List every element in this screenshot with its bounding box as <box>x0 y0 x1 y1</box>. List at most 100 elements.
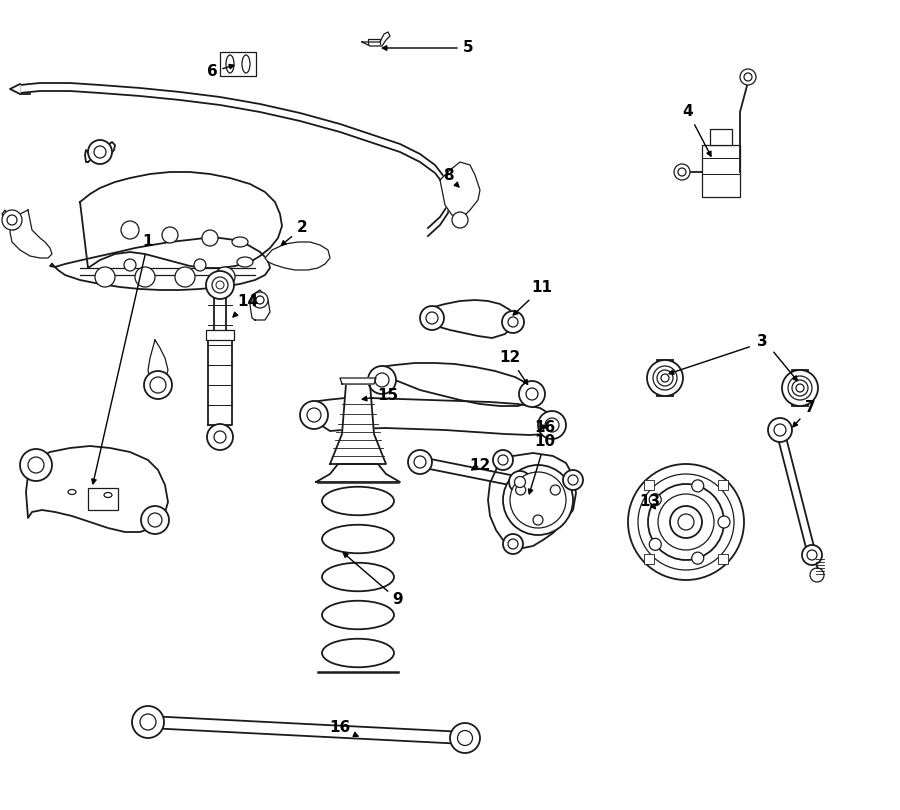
Circle shape <box>509 471 531 493</box>
Polygon shape <box>440 162 480 218</box>
Ellipse shape <box>226 55 234 73</box>
Circle shape <box>132 706 164 738</box>
Circle shape <box>452 212 468 228</box>
Text: 15: 15 <box>363 387 399 403</box>
Text: 7: 7 <box>793 400 815 427</box>
FancyBboxPatch shape <box>718 480 728 490</box>
Text: 3: 3 <box>757 335 768 349</box>
Circle shape <box>550 485 561 495</box>
Polygon shape <box>2 210 18 230</box>
Circle shape <box>502 311 524 333</box>
Circle shape <box>768 418 792 442</box>
Circle shape <box>796 384 804 392</box>
Text: 1: 1 <box>92 235 153 484</box>
Circle shape <box>563 470 583 490</box>
Circle shape <box>628 464 744 580</box>
Circle shape <box>508 317 518 327</box>
Ellipse shape <box>232 237 248 247</box>
Text: 2: 2 <box>282 220 308 245</box>
Text: 8: 8 <box>443 168 459 187</box>
Polygon shape <box>330 384 386 464</box>
Ellipse shape <box>68 489 76 494</box>
Circle shape <box>661 374 669 382</box>
Circle shape <box>194 259 206 271</box>
Text: 10: 10 <box>528 434 555 494</box>
Polygon shape <box>80 172 282 268</box>
Circle shape <box>568 475 578 485</box>
Circle shape <box>802 545 822 565</box>
Polygon shape <box>26 446 168 532</box>
Polygon shape <box>10 84 20 94</box>
FancyBboxPatch shape <box>792 370 808 406</box>
Circle shape <box>515 476 526 488</box>
Circle shape <box>510 472 566 528</box>
Polygon shape <box>214 290 226 335</box>
Circle shape <box>647 360 683 396</box>
Circle shape <box>252 292 268 308</box>
Circle shape <box>692 480 704 492</box>
Polygon shape <box>148 716 465 744</box>
Circle shape <box>375 373 389 387</box>
Circle shape <box>782 370 818 406</box>
Polygon shape <box>50 238 270 290</box>
Circle shape <box>368 366 396 394</box>
Circle shape <box>135 267 155 287</box>
Circle shape <box>740 69 756 85</box>
Circle shape <box>744 73 752 81</box>
FancyBboxPatch shape <box>644 480 654 490</box>
Circle shape <box>648 484 724 560</box>
FancyBboxPatch shape <box>657 360 673 396</box>
Circle shape <box>674 164 690 180</box>
FancyBboxPatch shape <box>206 330 234 340</box>
Text: 5: 5 <box>382 40 473 56</box>
Polygon shape <box>419 457 521 487</box>
Text: 14: 14 <box>233 295 258 317</box>
Circle shape <box>692 552 704 564</box>
Polygon shape <box>250 290 270 320</box>
Ellipse shape <box>322 487 394 515</box>
Circle shape <box>658 494 714 550</box>
Ellipse shape <box>322 563 394 591</box>
Text: 12: 12 <box>470 458 490 472</box>
Circle shape <box>498 455 508 465</box>
Polygon shape <box>430 300 515 338</box>
Circle shape <box>414 456 426 468</box>
Polygon shape <box>362 32 390 46</box>
Circle shape <box>175 267 195 287</box>
Text: 6: 6 <box>207 65 234 79</box>
Circle shape <box>150 377 166 393</box>
Circle shape <box>653 366 677 390</box>
Circle shape <box>810 568 824 582</box>
Circle shape <box>148 513 162 527</box>
Polygon shape <box>10 210 52 258</box>
Circle shape <box>503 534 523 554</box>
Text: 9: 9 <box>343 553 403 608</box>
Ellipse shape <box>104 492 112 497</box>
Text: 11: 11 <box>513 280 553 315</box>
Polygon shape <box>312 398 556 435</box>
Circle shape <box>140 714 156 730</box>
Polygon shape <box>380 363 535 406</box>
Polygon shape <box>85 142 115 162</box>
Circle shape <box>450 723 480 753</box>
Circle shape <box>774 424 786 436</box>
Circle shape <box>788 376 812 400</box>
Circle shape <box>212 277 228 293</box>
Text: 16: 16 <box>329 721 358 736</box>
FancyBboxPatch shape <box>710 129 732 145</box>
Circle shape <box>519 381 545 407</box>
Circle shape <box>538 411 566 439</box>
Text: 16: 16 <box>535 420 555 436</box>
Circle shape <box>95 267 115 287</box>
Circle shape <box>88 140 112 164</box>
Polygon shape <box>488 453 576 548</box>
Circle shape <box>215 267 235 287</box>
Circle shape <box>533 515 543 525</box>
Polygon shape <box>148 340 168 388</box>
Circle shape <box>638 474 734 570</box>
Circle shape <box>206 271 234 299</box>
Circle shape <box>94 146 106 158</box>
Ellipse shape <box>322 639 394 667</box>
Circle shape <box>28 457 44 473</box>
Circle shape <box>670 506 702 538</box>
